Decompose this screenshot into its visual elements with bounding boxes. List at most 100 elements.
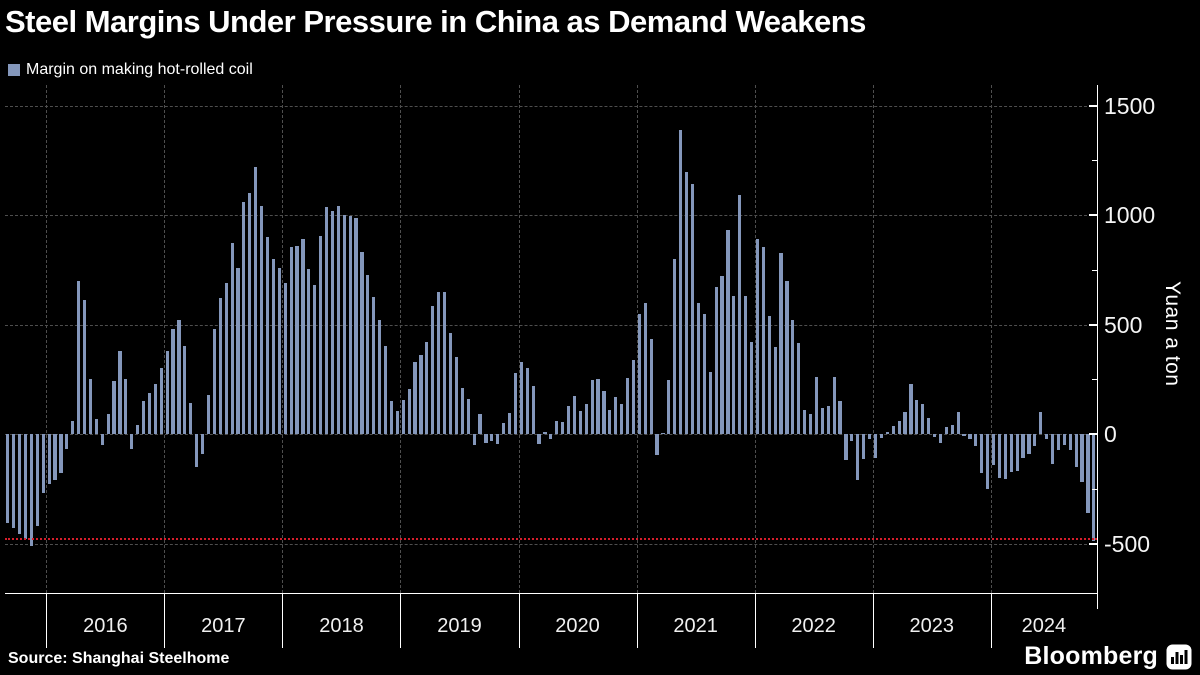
x-year-label: 2023: [909, 615, 954, 637]
bar: [625, 378, 630, 434]
bar: [932, 434, 937, 438]
bar: [348, 216, 352, 434]
bar: [419, 355, 423, 434]
bar: [141, 401, 146, 434]
source-credit: Source: Shanghai Steelhome: [8, 650, 230, 667]
bar: [655, 434, 659, 455]
bar: [260, 206, 264, 434]
bar: [561, 421, 565, 434]
bar: [897, 420, 901, 434]
bar: [124, 379, 128, 434]
v-gridline-2022: [754, 85, 756, 593]
bar: [401, 400, 405, 434]
legend: Margin on making hot-rolled coil: [8, 61, 253, 79]
bar: [183, 346, 187, 434]
reference-line: [5, 538, 1097, 541]
bar: [448, 333, 453, 434]
bar: [478, 414, 482, 434]
bar: [18, 434, 22, 534]
y-major-tick: [1089, 542, 1098, 545]
bar: [1009, 434, 1013, 473]
y-tick-label: 0: [1104, 421, 1117, 447]
x-year-tick: [990, 594, 992, 648]
bar: [460, 388, 464, 434]
bar: [826, 405, 830, 434]
chart-title: Steel Margins Under Pressure in China as…: [5, 4, 866, 39]
bar: [549, 434, 553, 440]
bar: [118, 350, 122, 434]
plot-area: [5, 85, 1097, 593]
bar: [165, 350, 169, 434]
x-year-label: 2017: [201, 615, 246, 637]
bar: [230, 243, 234, 434]
y-major-tick: [1089, 214, 1098, 216]
bar: [224, 282, 228, 434]
bar: [195, 434, 199, 467]
bar: [755, 239, 760, 434]
v-gridline-2019: [400, 85, 402, 593]
y-tick-label: 1000: [1104, 202, 1156, 228]
bar: [289, 246, 293, 434]
x-year-label: 2024: [1021, 615, 1067, 637]
bar: [1015, 434, 1019, 472]
bar: [1050, 434, 1055, 464]
bar: [88, 379, 93, 434]
bar: [1045, 434, 1049, 440]
bar: [726, 230, 730, 434]
bar: [271, 258, 275, 434]
bar: [71, 420, 75, 434]
bar: [254, 166, 258, 434]
y-axis-title: Yuan a ton: [1161, 281, 1184, 387]
bar: [673, 258, 677, 434]
bar: [543, 431, 547, 434]
x-year-tick: [282, 594, 284, 648]
bar: [1086, 434, 1090, 513]
x-year-label: 2018: [319, 615, 364, 637]
bar: [354, 218, 358, 434]
v-gridline-2020: [518, 85, 520, 593]
bar: [1080, 434, 1084, 483]
bar: [431, 305, 435, 434]
bar: [885, 431, 889, 434]
bar: [437, 291, 441, 434]
v-gridline-2017: [164, 85, 166, 593]
x-year-tick: [164, 594, 166, 648]
legend-label: Margin on making hot-rolled coil: [26, 61, 253, 78]
bar: [986, 434, 990, 489]
bar: [720, 276, 724, 434]
bar: [850, 434, 854, 441]
bar: [47, 434, 51, 484]
bar: [903, 412, 907, 434]
y-minor-tick: [1092, 160, 1098, 162]
bar: [956, 412, 960, 434]
y-minor-tick: [1092, 379, 1098, 381]
bar: [1056, 434, 1061, 451]
h-gridline-1000: [5, 215, 1097, 216]
bar: [685, 172, 689, 434]
x-year-label: 2019: [437, 615, 482, 637]
bar: [283, 282, 287, 434]
bar: [696, 302, 700, 434]
bar: [59, 434, 63, 474]
x-year-tick: [518, 594, 520, 648]
x-year-label: 2016: [83, 615, 128, 637]
x-year-tick: [46, 594, 48, 648]
bar: [584, 404, 588, 434]
bar: [100, 434, 104, 445]
bar: [779, 253, 783, 434]
bar: [785, 280, 789, 434]
bar: [513, 372, 518, 434]
y-minor-tick: [1092, 488, 1098, 490]
bar: [159, 368, 163, 434]
bar: [206, 394, 211, 434]
bar: [944, 427, 948, 434]
bar: [856, 434, 860, 480]
bar: [820, 407, 824, 434]
bar: [366, 275, 370, 434]
bar: [212, 328, 216, 434]
bar: [909, 383, 913, 434]
bar: [395, 411, 399, 434]
h-gridline-500: [5, 324, 1097, 326]
bar: [53, 434, 57, 480]
bar: [200, 434, 205, 454]
